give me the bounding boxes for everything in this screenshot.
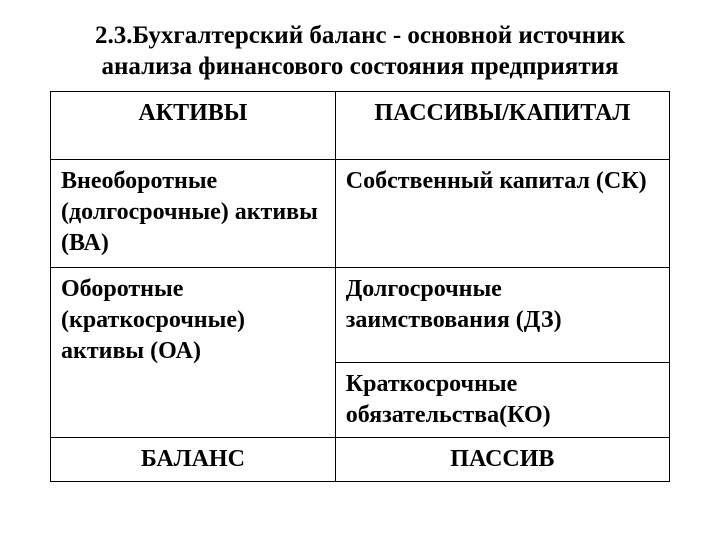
cell-shortterm-liabilities: Краткосрочные обязательства(КО): [335, 362, 669, 437]
balance-table: АКТИВЫ ПАССИВЫ/КАПИТАЛ Внеоборотные (дол…: [50, 91, 670, 483]
table-footer-row: БАЛАНС ПАССИВ: [51, 437, 670, 481]
table-row: Внеоборотные (долгосрочные) активы (ВА) …: [51, 159, 670, 267]
footer-passive: ПАССИВ: [335, 437, 669, 481]
cell-longterm-borrowings: Долгосрочные заимствования (ДЗ): [335, 267, 669, 362]
footer-balance: БАЛАНС: [51, 437, 336, 481]
table-row: Оборотные (краткосрочные) активы (ОА) До…: [51, 267, 670, 362]
cell-equity: Собственный капитал (СК): [335, 159, 669, 267]
page-title: 2.3.Бухгалтерский баланс - основной исто…: [50, 20, 670, 83]
cell-noncurrent-assets: Внеоборотные (долгосрочные) активы (ВА): [51, 159, 336, 267]
header-liabilities: ПАССИВЫ/КАПИТАЛ: [335, 91, 669, 159]
table-header-row: АКТИВЫ ПАССИВЫ/КАПИТАЛ: [51, 91, 670, 159]
header-assets: АКТИВЫ: [51, 91, 336, 159]
cell-current-assets: Оборотные (краткосрочные) активы (ОА): [51, 267, 336, 437]
